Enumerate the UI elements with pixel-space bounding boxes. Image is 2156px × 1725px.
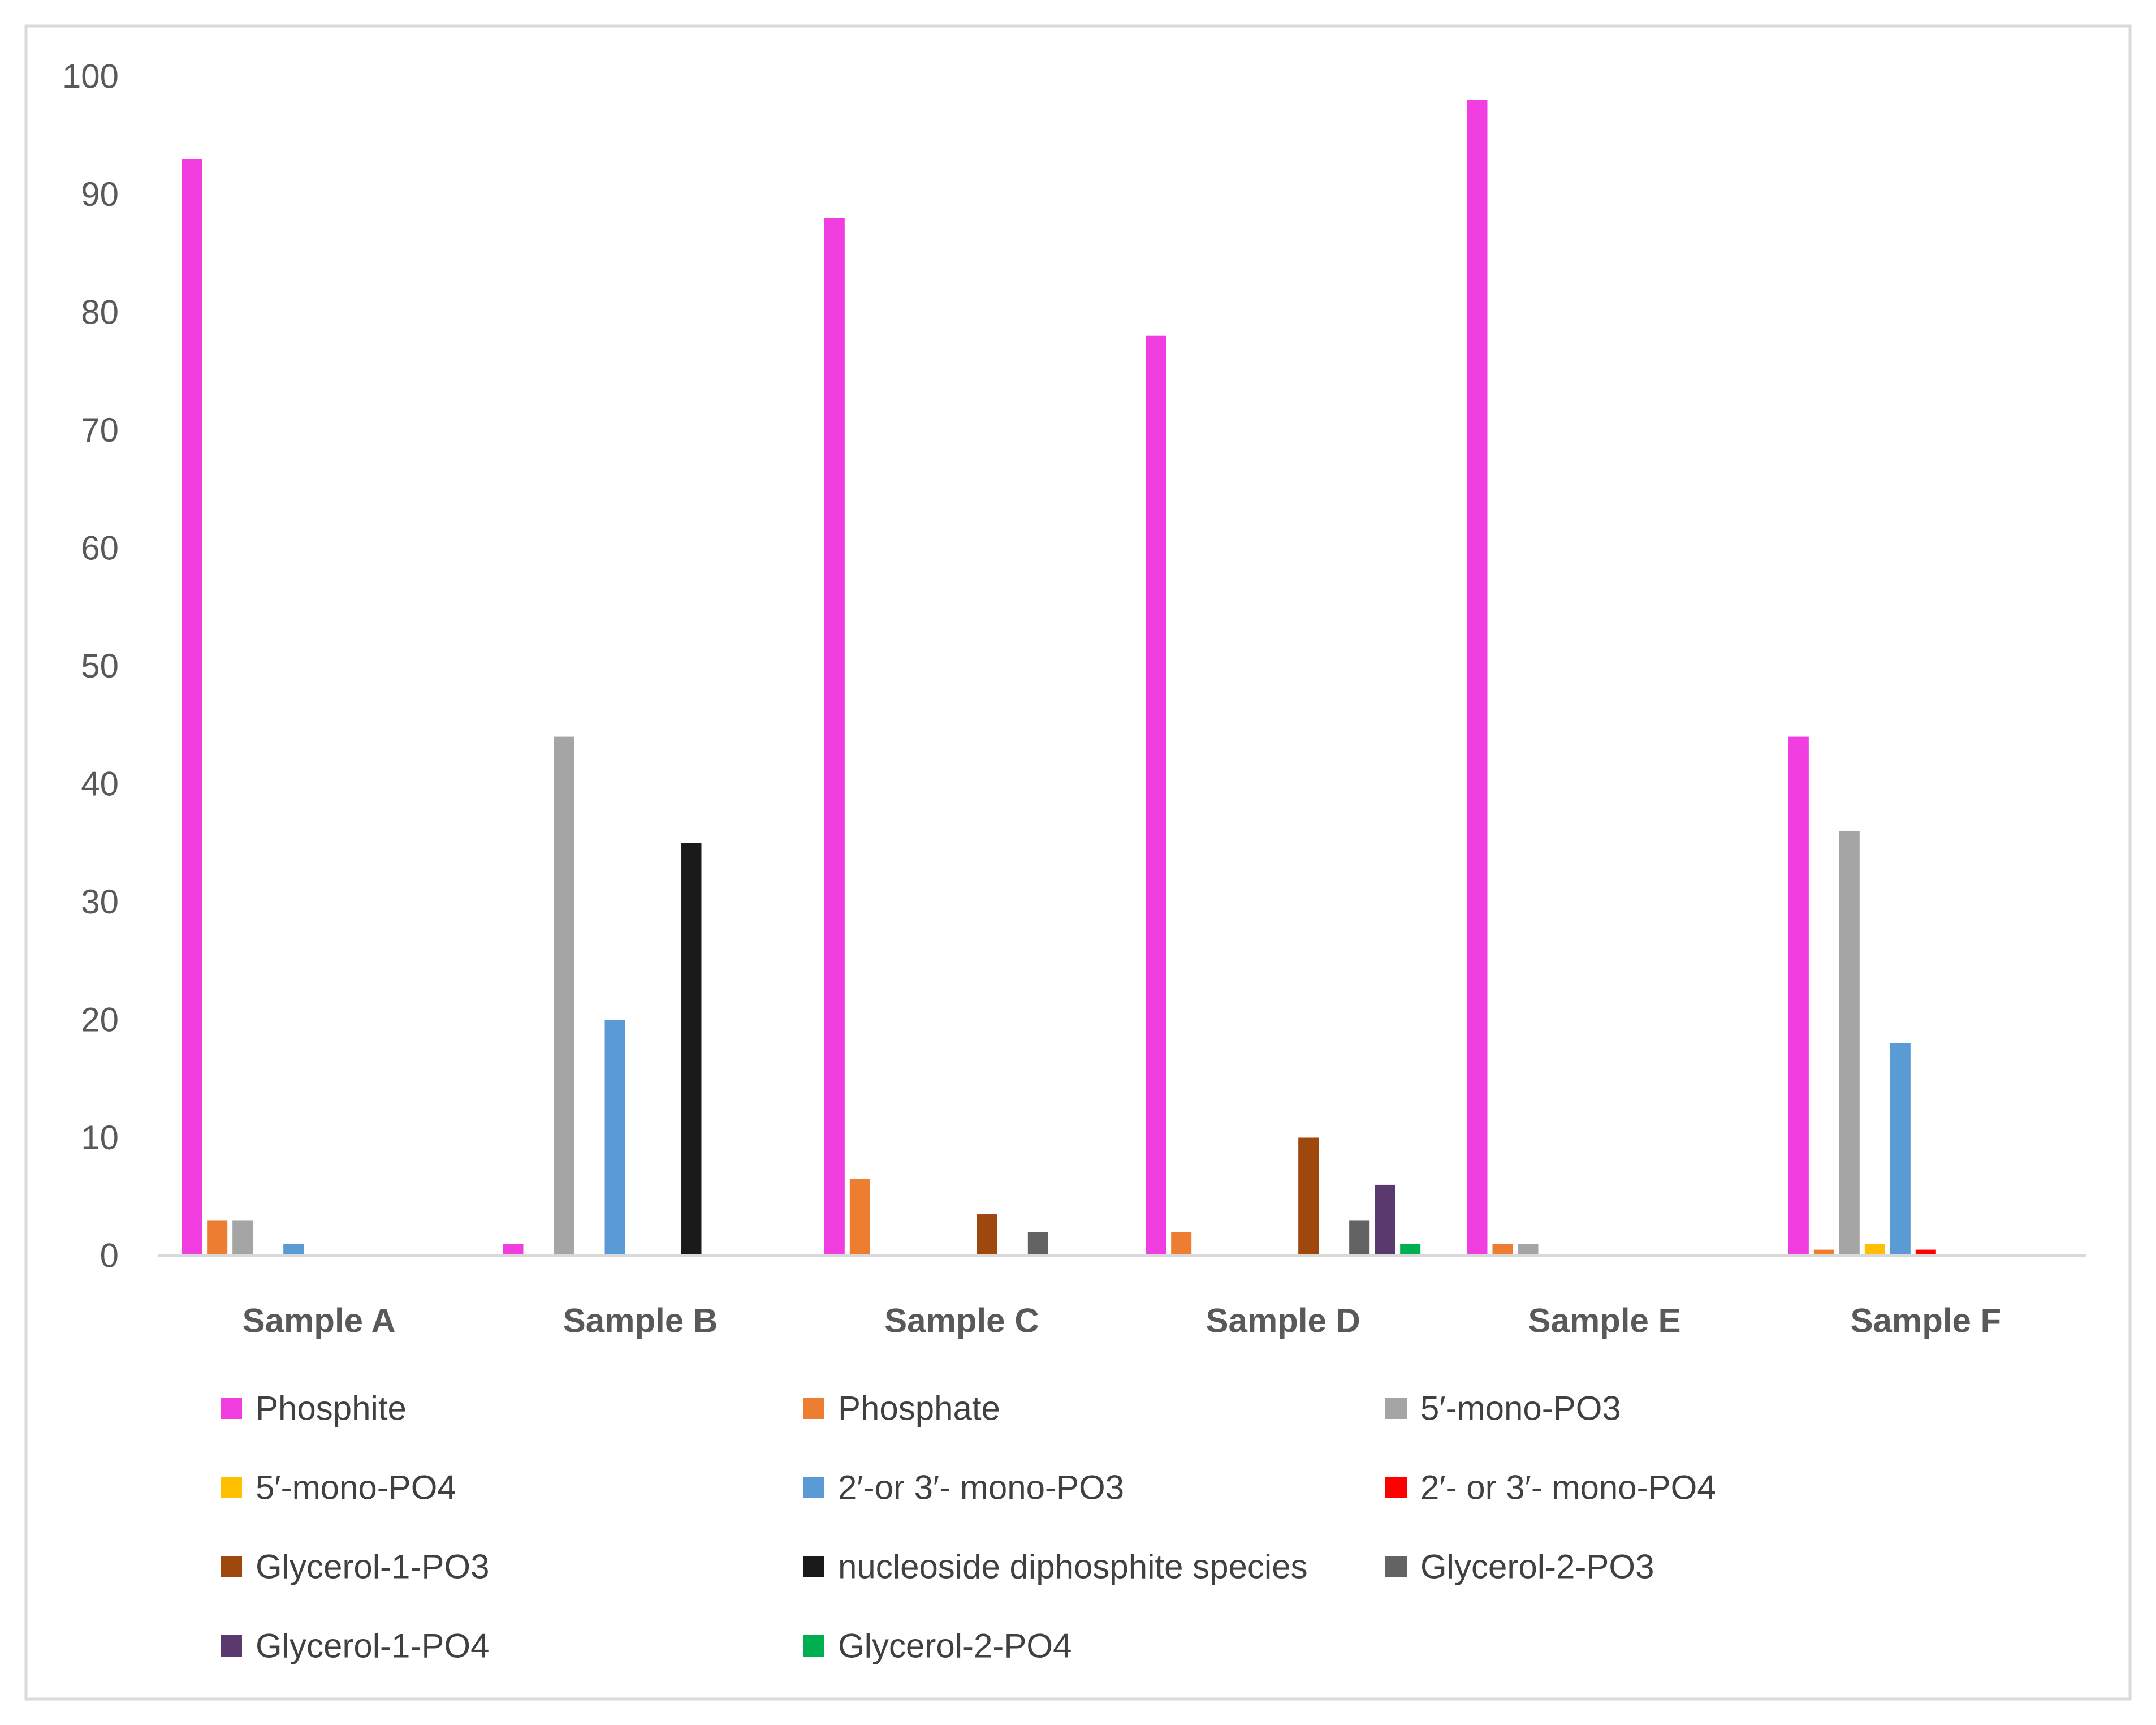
- category-label: Sample B: [563, 1302, 718, 1340]
- legend-swatch: [803, 1398, 824, 1419]
- legend-label: Glycerol-2-PO4: [838, 1627, 1071, 1665]
- bar: [1349, 1220, 1370, 1256]
- bar: [1146, 335, 1166, 1256]
- legend-item: Glycerol-1-PO3: [221, 1548, 489, 1586]
- bar: [1171, 1232, 1192, 1256]
- legend-item: nucleoside diphosphite species: [803, 1548, 1308, 1586]
- y-axis: 0 10 20 30 40 50 60 70 80 90 100: [62, 58, 119, 1275]
- category-label: Sample F: [1850, 1302, 2001, 1340]
- bar: [283, 1244, 304, 1256]
- category-label: Sample E: [1528, 1302, 1680, 1340]
- y-tick-label: 50: [81, 647, 119, 685]
- legend-item: 2′- or 3′- mono-PO4: [1385, 1469, 1716, 1507]
- bar: [1375, 1184, 1395, 1256]
- bar: [824, 218, 845, 1256]
- y-tick-label: 30: [81, 883, 119, 921]
- legend-swatch: [1385, 1398, 1407, 1419]
- bar: [1298, 1137, 1319, 1256]
- bar: [1788, 736, 1809, 1256]
- bar: [1400, 1244, 1421, 1256]
- bar: [1467, 100, 1488, 1256]
- bar: [1915, 1249, 1936, 1256]
- bar: [977, 1214, 997, 1256]
- legend-swatch: [221, 1556, 242, 1577]
- bars: [182, 100, 1936, 1256]
- legend-item: 2′-or 3′- mono-PO3: [803, 1469, 1124, 1507]
- legend-swatch: [803, 1477, 824, 1498]
- y-tick-label: 20: [81, 1001, 119, 1039]
- legend-swatch: [1385, 1477, 1407, 1498]
- series-phosphate: [207, 1179, 1834, 1256]
- bar: [503, 1244, 524, 1256]
- bar: [232, 1220, 253, 1256]
- series-glycerol-1-po3: [977, 1137, 1319, 1256]
- y-tick-label: 60: [81, 529, 119, 567]
- series-glycerol-2-po3: [1027, 1220, 1370, 1256]
- y-tick-label: 100: [62, 58, 119, 96]
- y-tick-label: 40: [81, 765, 119, 803]
- bar: [1518, 1244, 1539, 1256]
- legend-label: Phosphite: [256, 1390, 407, 1428]
- legend-label: Glycerol-2-PO3: [1420, 1548, 1654, 1586]
- series-5-mono-po3: [232, 736, 1860, 1256]
- bar: [1864, 1244, 1885, 1256]
- bar: [182, 158, 202, 1256]
- bar: [1027, 1232, 1048, 1256]
- series-glycerol-1-po4: [1375, 1184, 1395, 1256]
- legend-label: nucleoside diphosphite species: [838, 1548, 1308, 1586]
- legend-swatch: [803, 1556, 824, 1577]
- legend-item: 5′-mono-PO3: [1385, 1390, 1621, 1428]
- y-tick-label: 0: [100, 1237, 119, 1275]
- y-tick-label: 90: [81, 175, 119, 213]
- series-phosphite: [182, 100, 1809, 1256]
- legend-label: Glycerol-1-PO4: [256, 1627, 489, 1665]
- legend-swatch: [221, 1398, 242, 1419]
- legend-item: Glycerol-2-PO4: [803, 1627, 1071, 1665]
- legend: Phosphite Phosphate 5′-mono-PO3 5′-mono-PO4…: [221, 1390, 1716, 1665]
- category-label: Sample C: [884, 1302, 1039, 1340]
- bar: [1813, 1249, 1834, 1256]
- chart-frame: [24, 24, 2132, 1701]
- legend-item: Phosphite: [221, 1390, 407, 1428]
- legend-label: 5′-mono-PO4: [256, 1469, 456, 1507]
- series-glycerol-2-po4: [1400, 1244, 1421, 1256]
- legend-item: Glycerol-2-PO3: [1385, 1548, 1654, 1586]
- legend-label: Glycerol-1-PO3: [256, 1548, 489, 1586]
- legend-swatch: [221, 1477, 242, 1498]
- x-axis: Sample A Sample B Sample C Sample D Sample E…: [243, 1302, 2002, 1340]
- bar: [1839, 831, 1860, 1256]
- bar: [207, 1220, 228, 1256]
- bar: [554, 736, 574, 1256]
- bar: [604, 1020, 625, 1256]
- legend-swatch: [221, 1635, 242, 1657]
- legend-label: 5′-mono-PO3: [1420, 1390, 1621, 1428]
- category-label: Sample A: [243, 1302, 396, 1340]
- legend-label: 2′-or 3′- mono-PO3: [838, 1469, 1124, 1507]
- legend-item: Phosphate: [803, 1390, 1000, 1428]
- y-tick-label: 10: [81, 1119, 119, 1157]
- series-nucleoside-diphosphite-species: [681, 843, 702, 1256]
- y-tick-label: 80: [81, 294, 119, 331]
- legend-label: 2′- or 3′- mono-PO4: [1420, 1469, 1716, 1507]
- legend-label: Phosphate: [838, 1390, 1000, 1428]
- bar: [681, 843, 702, 1256]
- bar: [1890, 1043, 1911, 1256]
- legend-item: Glycerol-1-PO4: [221, 1627, 489, 1665]
- y-tick-label: 70: [81, 411, 119, 449]
- series-5-mono-po4: [1864, 1244, 1885, 1256]
- series-2-or-3-mono-po3: [283, 1020, 1911, 1256]
- legend-item: 5′-mono-PO4: [221, 1469, 456, 1507]
- series-2-or-3-mono-po4: [1915, 1249, 1936, 1256]
- bar: [849, 1179, 870, 1256]
- bar: [1492, 1244, 1513, 1256]
- legend-swatch: [1385, 1556, 1407, 1577]
- legend-swatch: [803, 1635, 824, 1657]
- category-label: Sample D: [1206, 1302, 1360, 1340]
